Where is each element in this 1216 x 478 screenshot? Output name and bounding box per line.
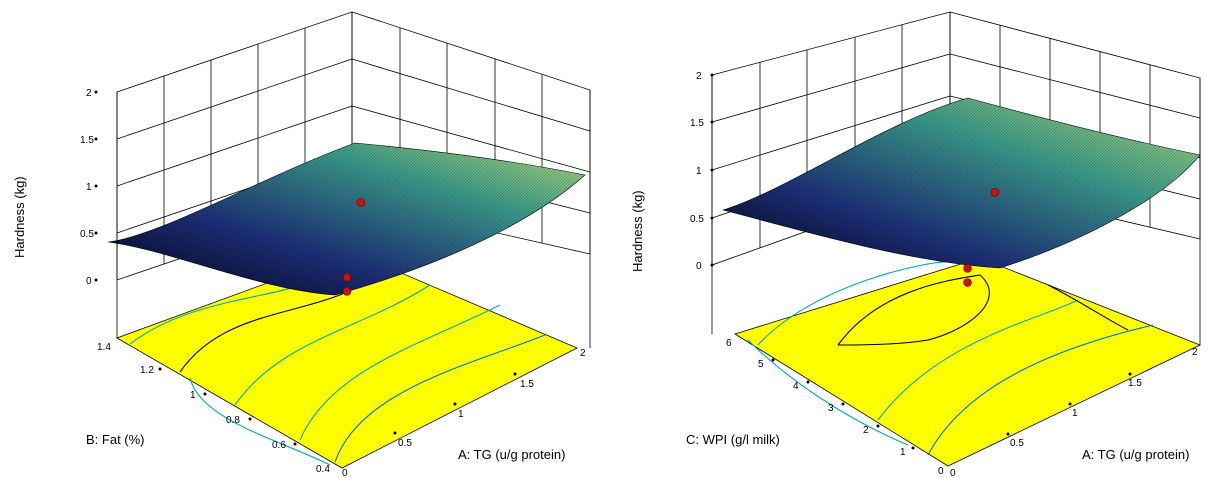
contour-floor bbox=[734, 257, 1201, 467]
y-tick: 3 bbox=[828, 403, 834, 414]
x-tick: 0 bbox=[342, 468, 348, 478]
z-tick: 1.5 bbox=[80, 135, 94, 146]
x-tick: 0 bbox=[950, 468, 956, 478]
x-tick-labels: 0 0.5 1 1.5 2 bbox=[342, 348, 586, 478]
response-surface bbox=[107, 142, 586, 296]
response-surface bbox=[721, 97, 1201, 269]
design-point bbox=[342, 286, 352, 296]
design-point bbox=[342, 272, 352, 282]
design-point bbox=[356, 198, 366, 207]
z-tick: 1 bbox=[696, 166, 702, 177]
y-tick: 1 bbox=[900, 447, 906, 458]
design-point bbox=[963, 278, 972, 287]
y-tick: 1.2 bbox=[140, 365, 154, 376]
x-tick: 2 bbox=[1192, 347, 1198, 358]
x-tick: 1 bbox=[1072, 408, 1078, 419]
x-axis-label: A: TG (u/g protein) bbox=[1082, 447, 1189, 462]
z-tick: 1 bbox=[86, 182, 92, 193]
y-tick: 0.6 bbox=[272, 440, 286, 451]
x-axis-label: A: TG (u/g protein) bbox=[458, 447, 565, 462]
y-tick: 0.8 bbox=[226, 415, 240, 426]
y-tick: 0.4 bbox=[316, 464, 330, 475]
x-tick-labels: 0 0.5 1 1.5 2 bbox=[950, 347, 1198, 478]
z-tick: 0.5 bbox=[80, 229, 94, 240]
x-tick: 1.5 bbox=[1128, 378, 1142, 389]
surface-plot-wpi: 2 1.5 1 0.5 0 Hardness (kg) 6 5 4 3 2 1 … bbox=[630, 11, 1201, 478]
z-tick: 2 bbox=[696, 71, 702, 82]
y-axis-label: C: WPI (g/l milk) bbox=[686, 432, 780, 447]
z-tick: 2 bbox=[86, 88, 92, 99]
design-points bbox=[342, 198, 366, 296]
z-tick-labels: 2 1.5 1 0.5 0 bbox=[690, 71, 714, 272]
z-axis-label: Hardness (kg) bbox=[630, 190, 645, 272]
x-tick: 1 bbox=[458, 409, 464, 420]
design-point bbox=[963, 263, 972, 273]
y-tick-labels: 1.4 1.2 1 0.8 0.6 0.4 bbox=[97, 342, 330, 475]
y-tick: 4 bbox=[793, 381, 799, 392]
y-tick: 1.4 bbox=[97, 342, 111, 353]
y-tick: 6 bbox=[726, 338, 732, 349]
floor-contours bbox=[747, 261, 1154, 456]
z-tick: 1.5 bbox=[690, 118, 704, 129]
z-tick: 0.5 bbox=[690, 214, 704, 225]
x-tick: 2 bbox=[580, 348, 586, 359]
y-axis-label: B: Fat (%) bbox=[86, 432, 145, 447]
z-tick-labels: 2 1.5 1 0.5 0 bbox=[80, 88, 98, 287]
design-points bbox=[963, 188, 1000, 287]
y-tick-labels: 6 5 4 3 2 1 0 bbox=[726, 338, 944, 477]
floor-contours bbox=[129, 269, 546, 466]
x-tick: 1.5 bbox=[520, 379, 534, 390]
y-tick: 1 bbox=[190, 390, 196, 401]
z-tick: 0 bbox=[86, 276, 92, 287]
y-tick: 2 bbox=[863, 425, 869, 436]
y-tick: 5 bbox=[758, 359, 764, 370]
z-tick: 0 bbox=[696, 261, 702, 272]
surface-plot-fat: 2 1.5 1 0.5 0 Hardness (kg) 1.4 1.2 1 0.… bbox=[12, 11, 591, 478]
x-tick: 0.5 bbox=[398, 438, 412, 449]
x-tick: 0.5 bbox=[1010, 438, 1024, 449]
y-tick: 0 bbox=[938, 466, 944, 477]
design-point bbox=[990, 188, 1000, 197]
z-axis-label: Hardness (kg) bbox=[12, 176, 27, 258]
